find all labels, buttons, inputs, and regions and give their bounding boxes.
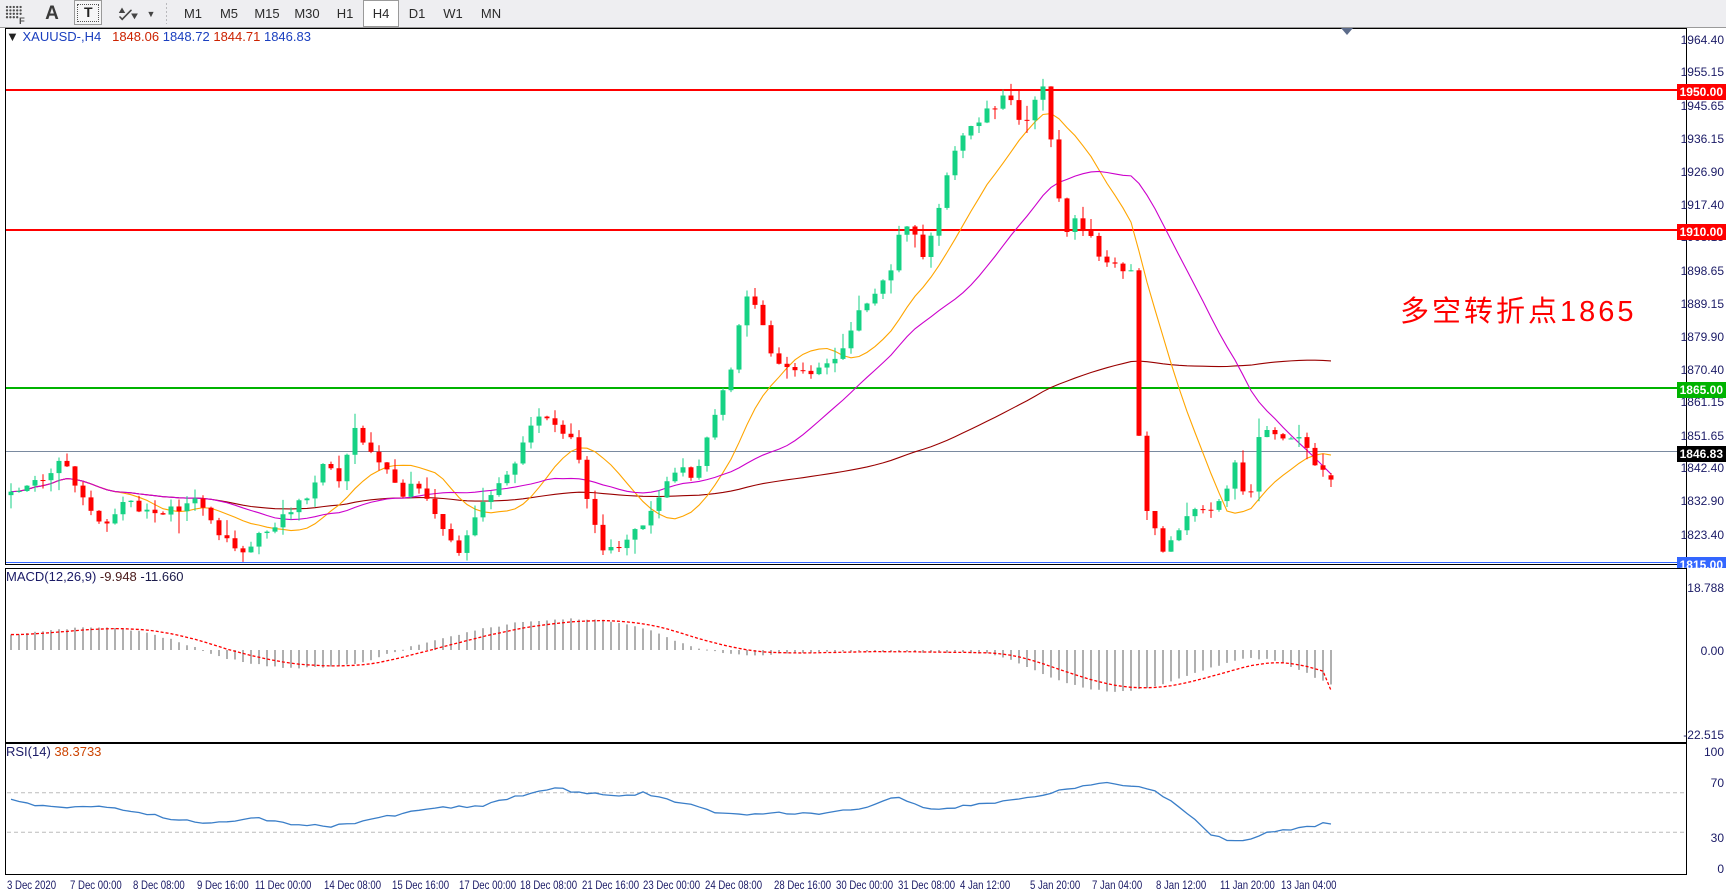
svg-text:F: F: [19, 16, 25, 27]
